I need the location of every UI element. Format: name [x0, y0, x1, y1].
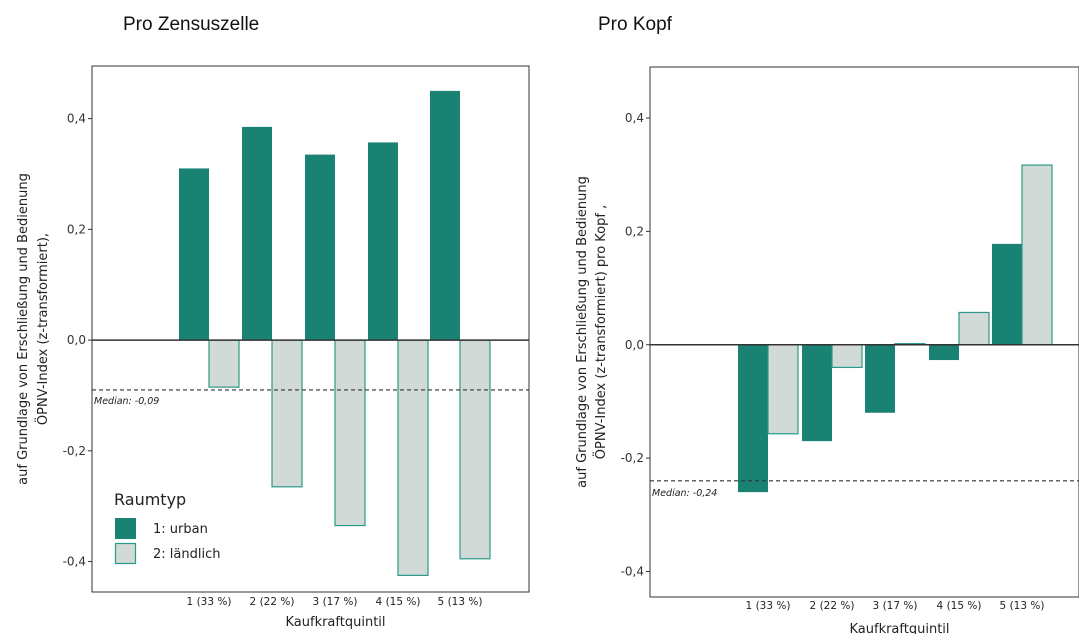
y-tick-label: 0,4: [67, 112, 86, 126]
bar-laendlich: [334, 339, 366, 527]
x-tick-label: 1 (33 %): [746, 600, 791, 612]
x-tick-label: 1 (33 %): [187, 596, 232, 608]
left-chart-title: Pro Zensuszelle: [123, 14, 260, 35]
bar-urban: [865, 344, 895, 413]
legend-swatch-laendlich: [114, 542, 137, 565]
y-axis-label: auf Grundlage von Erschließung und Bedie…: [575, 176, 590, 488]
bar-urban: [992, 243, 1022, 345]
bar-laendlich: [1021, 164, 1053, 346]
right-chart-title: Pro Kopf: [598, 14, 672, 35]
legend-title: Raumtyp: [114, 490, 186, 509]
legend-label-laendlich: 2: ländlich: [153, 547, 220, 562]
bar-urban: [430, 90, 460, 341]
legend: Raumtyp 1: urban 2: ländlich: [114, 490, 220, 565]
x-tick-label: 3 (17 %): [313, 596, 358, 608]
bar-urban: [738, 344, 768, 493]
y-tick-label: -0,4: [63, 555, 86, 569]
chart-panel-2: -0,4 -0,2 0,0 0,2 0,4 Median: -0,24 1 (33 %) 2 …: [575, 66, 1079, 634]
bar-urban: [179, 168, 209, 341]
y-tick-label: 0,2: [67, 222, 86, 236]
legend-label-urban: 1: urban: [153, 522, 208, 537]
bar-laendlich: [397, 339, 429, 576]
bar-laendlich: [958, 311, 990, 346]
y-tick-label: 0,4: [625, 111, 644, 125]
x-tick-label: 5 (13 %): [438, 596, 483, 608]
x-tick-label: 4 (15 %): [376, 596, 421, 608]
x-tick-label: 5 (13 %): [1000, 600, 1045, 612]
bar-laendlich: [271, 339, 303, 488]
legend-swatch-urban: [115, 518, 136, 539]
x-axis-label: Kaufkraftquintil: [285, 615, 385, 630]
y-axis-label: ÖPNV-Index (z-transformiert),: [34, 233, 51, 425]
y-tick-label: -0,2: [63, 444, 86, 458]
bar-laendlich: [831, 344, 863, 369]
plot-frame: [91, 65, 530, 593]
chart-panel-1: -0,4 -0,2 0,0 0,2 0,4 Median: -0,09 1 (33 %) 2 …: [16, 65, 530, 630]
x-tick-label: 2 (22 %): [250, 596, 295, 608]
bar-urban: [242, 126, 272, 341]
median-label: Median: -0,09: [94, 396, 159, 407]
median-label: Median: -0,24: [652, 488, 717, 499]
y-tick-label: -0,2: [621, 451, 644, 465]
y-tick-label: 0,2: [625, 224, 644, 238]
bar-laendlich: [459, 339, 491, 560]
x-tick-label: 2 (22 %): [810, 600, 855, 612]
bar-urban: [929, 344, 959, 361]
bar-urban: [305, 154, 335, 341]
x-tick-label: 4 (15 %): [937, 600, 982, 612]
x-axis-label: Kaufkraftquintil: [849, 622, 949, 634]
bar-laendlich: [767, 344, 799, 435]
plot-frame: [649, 66, 1079, 598]
y-tick-label: -0,4: [621, 564, 644, 578]
y-tick-label: 0,0: [625, 338, 644, 352]
x-tick-label: 3 (17 %): [873, 600, 918, 612]
bar-urban: [368, 142, 398, 341]
y-tick-label: 0,0: [67, 333, 86, 347]
bar-urban: [802, 344, 832, 442]
y-axis-label: auf Grundlage von Erschließung und Bedie…: [16, 173, 31, 485]
bar-laendlich: [208, 339, 240, 388]
y-axis-label: ÖPNV-Index (z-transformiert) pro Kopf ,: [592, 205, 609, 459]
